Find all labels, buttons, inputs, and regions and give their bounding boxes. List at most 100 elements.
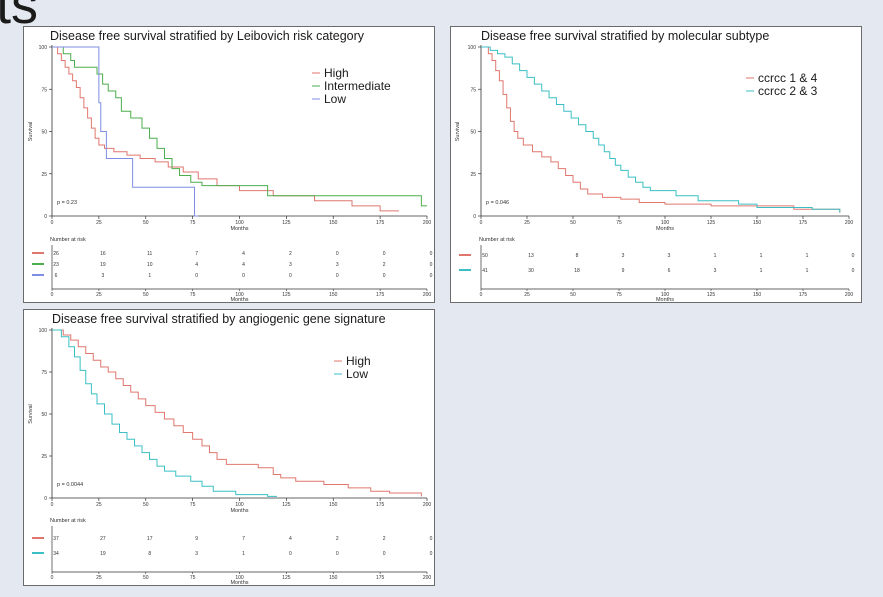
y-tick-label: 50: [470, 130, 476, 136]
risk-count: 4: [242, 262, 245, 268]
y-tick-label: 75: [41, 370, 47, 376]
p-value-label: p = 0.046: [486, 200, 509, 206]
risk-count: 0: [289, 273, 292, 279]
risk-x-tick-label: 150: [329, 575, 338, 581]
risk-count: 41: [482, 268, 488, 274]
x-tick-label: 25: [96, 502, 102, 508]
risk-count: 0: [242, 273, 245, 279]
risk-count: 0: [383, 273, 386, 279]
risk-x-tick-label: 25: [524, 292, 530, 298]
risk-x-tick-label: 75: [190, 575, 196, 581]
risk-count: 1: [242, 551, 245, 557]
x-tick-label: 175: [799, 220, 808, 226]
risk-count: 7: [195, 251, 198, 257]
y-axis-label: Survival: [28, 404, 34, 424]
risk-count: 9: [622, 268, 625, 274]
risk-count: 0: [852, 268, 855, 274]
x-tick-label: 50: [143, 220, 149, 226]
risk-table-title: Number at risk: [479, 237, 515, 243]
x-tick-label: 100: [661, 220, 670, 226]
risk-x-tick-label: 175: [799, 292, 808, 298]
km-curve-high: [52, 329, 422, 497]
risk-x-tick-label: 100: [235, 292, 244, 298]
risk-x-tick-label: 100: [661, 292, 670, 298]
risk-count: 50: [482, 253, 488, 259]
risk-count: 2: [383, 536, 386, 542]
risk-count: 0: [430, 262, 433, 268]
km-curve-ccrcc-2-3: [481, 46, 841, 213]
x-tick-label: 125: [707, 220, 716, 226]
risk-x-tick-label: 150: [753, 292, 762, 298]
legend-label-low: Low: [346, 367, 368, 381]
risk-x-tick-label: 75: [190, 292, 196, 298]
risk-count: 0: [430, 536, 433, 542]
chart-title: Disease free survival stratified by angi…: [52, 312, 386, 326]
km-curve-low: [52, 329, 277, 497]
y-tick-label: 50: [41, 412, 47, 418]
x-tick-label: 150: [329, 220, 338, 226]
risk-x-tick-label: 200: [845, 292, 854, 298]
risk-x-tick-label: 75: [616, 292, 622, 298]
risk-count: 4: [289, 536, 292, 542]
risk-count: 4: [242, 251, 245, 257]
risk-x-tick-label: 125: [282, 575, 291, 581]
legend-label-high: High: [324, 66, 349, 80]
risk-x-tick-label: 0: [51, 292, 54, 298]
risk-count: 2: [383, 262, 386, 268]
risk-count: 0: [289, 551, 292, 557]
risk-count: 0: [430, 251, 433, 257]
risk-count: 0: [852, 253, 855, 259]
risk-x-tick-label: 50: [143, 292, 149, 298]
y-tick-label: 0: [473, 214, 476, 220]
risk-x-tick-label: 175: [376, 292, 385, 298]
x-tick-label: 125: [282, 502, 291, 508]
risk-count: 19: [100, 262, 106, 268]
risk-count: 3: [622, 253, 625, 259]
risk-count: 3: [668, 253, 671, 259]
risk-x-axis-label: Months: [656, 297, 674, 303]
risk-count: 0: [383, 251, 386, 257]
risk-x-tick-label: 125: [707, 292, 716, 298]
legend-label-intermediate: Intermediate: [324, 79, 391, 93]
risk-count: 3: [336, 262, 339, 268]
risk-x-tick-label: 25: [96, 292, 102, 298]
y-tick-label: 0: [44, 214, 47, 220]
y-tick-label: 50: [41, 130, 47, 136]
risk-count: 1: [806, 253, 809, 259]
risk-count: 0: [336, 251, 339, 257]
risk-count: 3: [289, 262, 292, 268]
chart-panel-angiogenic-signature: 0 25 50 75 100 0 25 50 75 100 125 150 175 200 Months Su…: [23, 309, 435, 586]
x-tick-label: 150: [753, 220, 762, 226]
risk-count: 1: [760, 253, 763, 259]
risk-count: 8: [148, 551, 151, 557]
x-tick-label: 100: [235, 502, 244, 508]
legend-label-high: High: [346, 354, 371, 368]
x-tick-label: 0: [51, 220, 54, 226]
risk-count: 30: [528, 268, 534, 274]
risk-x-axis-label: Months: [230, 297, 248, 303]
risk-count: 17: [147, 536, 153, 542]
y-tick-label: 25: [41, 454, 47, 460]
p-value-label: p = 0.0044: [57, 482, 83, 488]
risk-count: 0: [430, 551, 433, 557]
risk-x-tick-label: 100: [235, 575, 244, 581]
x-tick-label: 175: [376, 502, 385, 508]
y-tick-label: 0: [44, 496, 47, 502]
y-tick-label: 100: [468, 45, 477, 51]
x-tick-label: 150: [329, 502, 338, 508]
risk-table-title: Number at risk: [50, 237, 86, 243]
risk-x-tick-label: 175: [376, 575, 385, 581]
risk-x-tick-label: 50: [570, 292, 576, 298]
risk-x-tick-label: 25: [96, 575, 102, 581]
y-tick-label: 25: [470, 172, 476, 178]
risk-count: 4: [195, 262, 198, 268]
legend-label-ccrcc-1-4: ccrcc 1 & 4: [758, 71, 818, 85]
x-tick-label: 75: [616, 220, 622, 226]
y-tick-label: 75: [470, 87, 476, 93]
risk-count: 16: [100, 251, 106, 257]
risk-count: 3: [101, 273, 104, 279]
risk-count: 6: [55, 273, 58, 279]
risk-count: 34: [53, 551, 59, 557]
